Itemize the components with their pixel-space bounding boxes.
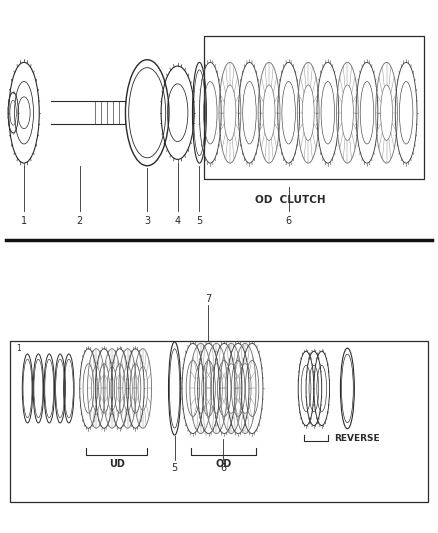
Text: 5: 5 (172, 463, 178, 473)
Bar (10, 341, 428, 503)
Text: 6: 6 (286, 216, 292, 226)
Text: OD  CLUTCH: OD CLUTCH (255, 195, 326, 205)
Text: 1: 1 (17, 344, 21, 353)
Bar (204, 36, 424, 179)
Text: UD: UD (109, 459, 125, 469)
Text: 5: 5 (196, 216, 202, 226)
Text: 4: 4 (175, 216, 181, 226)
Text: 2: 2 (77, 216, 83, 226)
Text: 3: 3 (144, 216, 150, 226)
Text: REVERSE: REVERSE (334, 434, 380, 443)
Text: OD: OD (215, 459, 231, 469)
Text: 1: 1 (21, 216, 27, 226)
Text: 6: 6 (220, 463, 226, 473)
Text: 7: 7 (205, 294, 211, 304)
